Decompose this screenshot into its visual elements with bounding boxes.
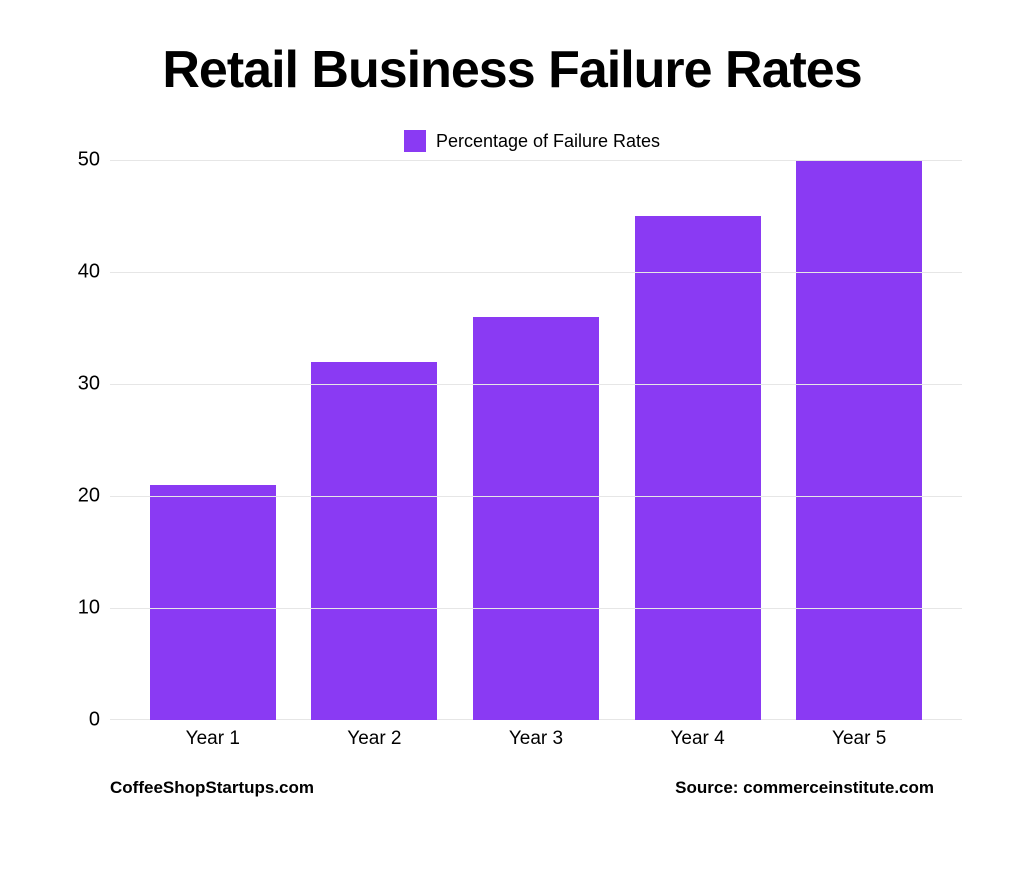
y-tick-label: 40 <box>50 261 100 284</box>
y-tick-label: 0 <box>50 709 100 732</box>
gridline <box>110 160 962 161</box>
gridline <box>110 608 962 609</box>
y-tick-label: 30 <box>50 373 100 396</box>
chart-footer: CoffeeShopStartups.com Source: commercei… <box>50 778 974 798</box>
bar <box>150 485 276 720</box>
bars-group <box>110 160 962 720</box>
chart-title: Retail Business Failure Rates <box>50 40 974 100</box>
legend-swatch <box>404 130 426 152</box>
x-tick-label: Year 2 <box>294 720 456 750</box>
gridline <box>110 384 962 385</box>
bar-slot <box>617 160 779 720</box>
gridline <box>110 496 962 497</box>
bar <box>635 216 761 720</box>
bar <box>473 317 599 720</box>
y-tick-label: 20 <box>50 485 100 508</box>
bar-slot <box>455 160 617 720</box>
gridline <box>110 272 962 273</box>
bar-slot <box>778 160 940 720</box>
y-tick-label: 50 <box>50 149 100 172</box>
plot-region <box>110 160 962 720</box>
x-axis-labels: Year 1Year 2Year 3Year 4Year 5 <box>110 720 962 750</box>
x-tick-label: Year 5 <box>778 720 940 750</box>
bar-slot <box>294 160 456 720</box>
chart-legend: Percentage of Failure Rates <box>90 130 974 152</box>
bar <box>311 362 437 720</box>
attribution-source: Source: commerceinstitute.com <box>675 778 934 798</box>
x-tick-label: Year 1 <box>132 720 294 750</box>
y-axis: 01020304050 <box>50 160 110 720</box>
bar <box>796 160 922 720</box>
chart-plot-area: 01020304050 Year 1Year 2Year 3Year 4Year… <box>50 160 974 750</box>
chart-container: Retail Business Failure Rates Percentage… <box>0 0 1024 896</box>
y-tick-label: 10 <box>50 597 100 620</box>
x-tick-label: Year 3 <box>455 720 617 750</box>
legend-label: Percentage of Failure Rates <box>436 131 660 152</box>
attribution-left: CoffeeShopStartups.com <box>110 778 314 798</box>
x-tick-label: Year 4 <box>617 720 779 750</box>
bar-slot <box>132 160 294 720</box>
